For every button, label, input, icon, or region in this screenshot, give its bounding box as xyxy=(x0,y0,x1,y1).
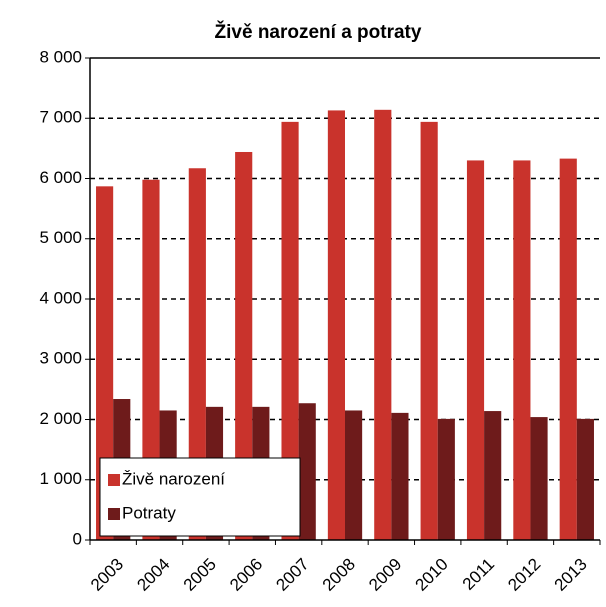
y-tick-label: 7 000 xyxy=(39,108,82,127)
bar xyxy=(466,160,485,541)
x-tick-label: 2013 xyxy=(551,555,591,595)
bar xyxy=(437,418,455,540)
bar xyxy=(96,186,114,540)
bar xyxy=(484,411,502,540)
bar xyxy=(374,109,392,540)
x-tick-label: 2007 xyxy=(272,555,312,595)
bar xyxy=(327,110,345,540)
bar xyxy=(235,151,253,541)
y-tick-label: 2 000 xyxy=(39,409,82,428)
y-tick-label: 5 000 xyxy=(39,228,82,247)
bar xyxy=(142,179,160,540)
x-tick-label: 2009 xyxy=(365,555,405,595)
x-tick-label: 2012 xyxy=(504,555,544,595)
x-tick-label: 2005 xyxy=(180,555,220,595)
legend-swatch xyxy=(108,474,120,486)
bar xyxy=(420,121,438,541)
y-tick-label: 4 000 xyxy=(39,288,82,307)
bar xyxy=(530,417,548,540)
bar xyxy=(391,412,409,540)
x-tick-label: 2003 xyxy=(87,555,127,595)
y-tick-label: 0 xyxy=(73,529,82,548)
x-tick-label: 2010 xyxy=(412,555,452,595)
bar xyxy=(576,418,594,540)
y-tick-label: 6 000 xyxy=(39,168,82,187)
bar xyxy=(188,168,206,540)
legend-label: Živě narození xyxy=(122,469,225,488)
bar xyxy=(513,160,531,541)
bar xyxy=(345,410,363,540)
x-tick-label: 2004 xyxy=(133,555,173,595)
legend-box xyxy=(99,457,301,537)
bar xyxy=(298,403,316,540)
bar xyxy=(559,158,577,540)
legend-swatch xyxy=(108,508,120,520)
x-tick-label: 2008 xyxy=(319,555,359,595)
y-tick-label: 1 000 xyxy=(39,469,82,488)
x-tick-label: 2006 xyxy=(226,555,266,595)
chart-title: Živě narození a potraty xyxy=(215,21,422,43)
y-tick-label: 3 000 xyxy=(39,349,82,368)
bar xyxy=(281,121,299,541)
x-tick-label: 2011 xyxy=(459,555,498,594)
y-tick-label: 8 000 xyxy=(39,47,82,66)
legend-label: Potraty xyxy=(122,503,176,522)
